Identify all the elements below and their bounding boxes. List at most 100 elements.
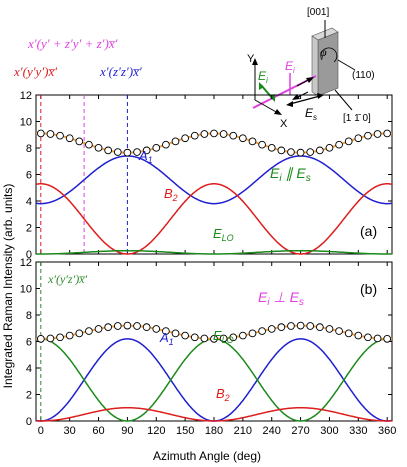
data-point bbox=[210, 335, 218, 343]
data-point bbox=[162, 327, 170, 335]
x-tick-label: 180 bbox=[205, 425, 223, 437]
series-b2-line bbox=[35, 183, 393, 255]
data-point bbox=[364, 131, 372, 140]
dir-110-line bbox=[337, 59, 356, 71]
data-point bbox=[171, 137, 180, 146]
data-point bbox=[239, 331, 247, 340]
series-a1-line bbox=[35, 155, 393, 205]
es-head-1 bbox=[286, 101, 293, 107]
axis-y-head bbox=[252, 58, 258, 65]
data-point bbox=[123, 148, 132, 157]
data-point bbox=[325, 325, 334, 333]
axis-y-label: Y bbox=[247, 53, 255, 65]
panel-a: 0 2 4 6 8 10 12 A1 B2 ELO (a) Ei ∥ Es bbox=[20, 90, 393, 261]
x-tick-label: 30 bbox=[64, 425, 76, 437]
y-tick-label: 0 bbox=[26, 416, 32, 428]
dir-1m10-label: [1 1̄ 0] bbox=[343, 113, 371, 124]
data-point bbox=[267, 325, 276, 333]
series-elo-line bbox=[36, 249, 392, 255]
y-tick-label: 4 bbox=[26, 196, 32, 208]
x-axis-title: Azimuth Angle (deg) bbox=[153, 449, 261, 463]
incident-arrowhead bbox=[306, 77, 314, 83]
es-label: Es bbox=[305, 106, 317, 122]
data-point bbox=[190, 333, 199, 342]
data-point bbox=[85, 327, 93, 335]
data-point bbox=[373, 130, 382, 138]
data-point bbox=[94, 143, 103, 152]
data-point bbox=[267, 143, 276, 152]
x-tick-label: 210 bbox=[234, 425, 252, 437]
x-tick-label: 60 bbox=[92, 425, 104, 437]
inset-scattering-label: x′(y′z′)x̅′ bbox=[47, 272, 88, 286]
x-tick-label: 120 bbox=[147, 425, 165, 437]
y-tick-label: 2 bbox=[26, 223, 32, 235]
x-tick-label: 360 bbox=[378, 425, 396, 437]
dir-1m10-line bbox=[334, 89, 353, 111]
data-point bbox=[104, 323, 113, 331]
data-point bbox=[229, 131, 238, 140]
data-point bbox=[46, 334, 55, 343]
y-tick-label: 6 bbox=[26, 337, 32, 349]
dir-001-label: [001] bbox=[307, 7, 329, 18]
data-point bbox=[287, 322, 295, 330]
data-point bbox=[287, 148, 295, 156]
data-point bbox=[200, 130, 209, 138]
legend-red-label: x′(y′y′)x̅′ bbox=[13, 64, 57, 79]
data-point bbox=[210, 129, 218, 138]
es-arrow bbox=[289, 95, 321, 105]
data-point bbox=[296, 321, 305, 330]
data-point bbox=[229, 333, 238, 342]
data-point bbox=[56, 131, 64, 140]
data-point bbox=[56, 333, 64, 342]
x-tick-label: 270 bbox=[291, 425, 309, 437]
x-tick-label: 90 bbox=[121, 425, 133, 437]
series-label-a1: A1 bbox=[138, 148, 153, 165]
legend-blue-label: x′(z′z′)x̅′ bbox=[99, 64, 142, 79]
crystal-front-face bbox=[311, 35, 319, 97]
phi-label: φ bbox=[320, 45, 327, 59]
data-point bbox=[354, 331, 363, 340]
data-point bbox=[306, 322, 315, 330]
data-point bbox=[113, 322, 122, 330]
data-point bbox=[335, 140, 343, 149]
x-tick-label: 0 bbox=[38, 425, 44, 437]
data-point bbox=[65, 134, 74, 143]
data-point bbox=[65, 331, 74, 340]
x-tick-label: 240 bbox=[263, 425, 281, 437]
series-label-a1: A1 bbox=[159, 330, 174, 347]
data-point bbox=[219, 130, 228, 138]
data-point bbox=[104, 146, 113, 155]
condition-label: Ei ⊥ Es bbox=[258, 289, 304, 308]
data-point bbox=[200, 334, 209, 343]
data-point bbox=[364, 333, 372, 342]
data-point bbox=[75, 137, 84, 146]
data-point bbox=[248, 329, 257, 338]
data-point bbox=[162, 140, 170, 149]
y-tick-label: 8 bbox=[26, 310, 32, 322]
crystal-side-face bbox=[317, 31, 339, 97]
y-tick-label: 6 bbox=[26, 170, 32, 182]
series-a1-line bbox=[35, 338, 393, 422]
data-point bbox=[36, 335, 45, 343]
data-point bbox=[383, 335, 392, 343]
data-point bbox=[142, 146, 151, 155]
series-label-elo: ELO bbox=[213, 226, 234, 243]
data-point bbox=[181, 331, 189, 340]
y-tick-label: 10 bbox=[20, 284, 32, 296]
data-point bbox=[277, 323, 286, 331]
data-point bbox=[85, 140, 93, 149]
data-point bbox=[142, 323, 151, 331]
y-tick-label: 10 bbox=[20, 117, 32, 129]
ei-label: Ei bbox=[258, 69, 268, 85]
x-tick-label: 150 bbox=[176, 425, 194, 437]
legend-top: x′(y′ + z′y′ + z′)x̅′ x′(y′y′)x̅′ x′(z′z… bbox=[13, 36, 142, 79]
data-point bbox=[181, 134, 189, 143]
data-point bbox=[123, 321, 132, 330]
data-point bbox=[190, 131, 199, 140]
x-tick-label: 330 bbox=[349, 425, 367, 437]
data-point bbox=[46, 130, 55, 138]
data-point bbox=[171, 329, 180, 338]
data-point bbox=[258, 327, 266, 335]
